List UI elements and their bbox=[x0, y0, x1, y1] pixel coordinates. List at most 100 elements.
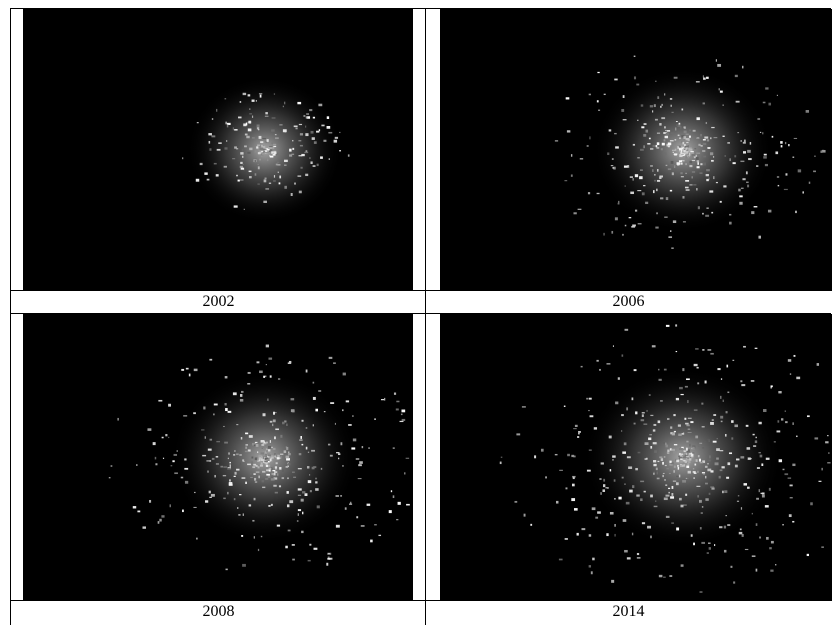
light-speck bbox=[643, 424, 647, 425]
light-speck bbox=[258, 459, 260, 461]
light-speck bbox=[688, 471, 691, 474]
light-speck bbox=[564, 180, 567, 181]
light-speck bbox=[287, 477, 288, 479]
light-speck bbox=[720, 416, 723, 419]
light-speck bbox=[349, 504, 352, 505]
light-speck bbox=[292, 140, 293, 141]
light-speck bbox=[719, 88, 720, 90]
light-speck bbox=[790, 485, 793, 487]
light-speck bbox=[827, 435, 829, 436]
light-speck bbox=[644, 123, 647, 125]
light-speck bbox=[335, 137, 338, 139]
light-speck bbox=[171, 465, 173, 466]
light-speck bbox=[741, 507, 742, 510]
light-speck bbox=[670, 426, 672, 428]
label-cell: 2002 bbox=[10, 290, 426, 314]
light-speck bbox=[654, 180, 656, 182]
light-speck bbox=[286, 447, 288, 450]
light-speck bbox=[313, 382, 315, 384]
light-speck bbox=[702, 472, 705, 473]
light-speck bbox=[262, 487, 265, 488]
light-speck bbox=[266, 364, 267, 365]
light-speck bbox=[300, 133, 303, 135]
light-speck bbox=[734, 424, 738, 427]
light-speck bbox=[699, 172, 702, 173]
light-speck bbox=[656, 212, 658, 214]
light-speck bbox=[692, 171, 695, 173]
light-speck bbox=[162, 437, 164, 439]
light-speck bbox=[646, 130, 649, 133]
light-speck bbox=[678, 434, 682, 436]
light-speck bbox=[825, 441, 828, 443]
light-speck bbox=[710, 137, 711, 139]
light-speck bbox=[622, 477, 624, 479]
light-speck bbox=[673, 480, 676, 482]
light-speck bbox=[664, 369, 667, 371]
light-speck bbox=[674, 431, 676, 432]
light-speck bbox=[724, 490, 727, 493]
light-speck bbox=[650, 536, 651, 539]
light-speck bbox=[275, 492, 278, 494]
light-speck bbox=[733, 581, 735, 583]
light-speck bbox=[273, 180, 276, 182]
light-speck bbox=[234, 472, 236, 475]
light-speck bbox=[277, 457, 280, 459]
light-speck bbox=[247, 464, 251, 465]
light-speck bbox=[698, 455, 700, 457]
light-speck bbox=[705, 498, 708, 501]
light-speck bbox=[642, 522, 645, 524]
light-speck bbox=[181, 369, 184, 371]
light-speck bbox=[664, 152, 666, 155]
light-speck bbox=[725, 434, 727, 437]
light-speck bbox=[702, 447, 704, 449]
light-speck bbox=[671, 522, 674, 523]
light-speck bbox=[272, 117, 276, 118]
light-speck bbox=[249, 148, 252, 151]
light-speck bbox=[367, 504, 371, 506]
light-speck bbox=[261, 143, 265, 144]
light-speck bbox=[677, 465, 679, 467]
light-speck bbox=[679, 160, 682, 162]
light-speck bbox=[275, 412, 277, 413]
light-speck bbox=[671, 161, 674, 164]
light-speck bbox=[730, 566, 732, 568]
light-speck bbox=[698, 444, 701, 446]
light-speck bbox=[241, 168, 244, 170]
light-speck bbox=[721, 466, 724, 468]
light-speck bbox=[637, 557, 641, 558]
light-speck bbox=[189, 374, 191, 377]
light-speck bbox=[688, 429, 691, 430]
light-speck bbox=[759, 489, 760, 492]
light-speck bbox=[613, 345, 614, 347]
light-speck bbox=[713, 414, 716, 416]
light-speck bbox=[707, 147, 710, 149]
light-speck bbox=[288, 463, 290, 465]
light-speck bbox=[768, 210, 771, 213]
light-speck bbox=[714, 137, 718, 138]
light-speck bbox=[256, 444, 259, 447]
light-speck bbox=[260, 141, 263, 143]
light-speck bbox=[686, 142, 688, 143]
light-speck bbox=[216, 174, 219, 176]
light-speck bbox=[234, 450, 235, 451]
light-speck bbox=[724, 155, 726, 157]
light-speck bbox=[581, 528, 585, 530]
light-speck bbox=[589, 534, 591, 536]
light-speck bbox=[671, 449, 675, 451]
light-speck bbox=[234, 129, 237, 130]
light-speck bbox=[207, 179, 210, 181]
light-speck bbox=[640, 149, 644, 151]
light-speck bbox=[220, 466, 223, 468]
light-speck bbox=[685, 146, 689, 148]
light-speck bbox=[336, 525, 340, 528]
light-speck bbox=[313, 165, 316, 167]
light-speck bbox=[239, 454, 242, 456]
light-speck bbox=[206, 460, 209, 462]
light-speck bbox=[647, 526, 651, 529]
light-speck bbox=[703, 75, 704, 77]
light-speck bbox=[670, 140, 674, 141]
light-speck bbox=[694, 364, 698, 366]
light-speck bbox=[273, 448, 276, 450]
light-speck bbox=[233, 392, 237, 395]
light-speck bbox=[729, 222, 732, 225]
